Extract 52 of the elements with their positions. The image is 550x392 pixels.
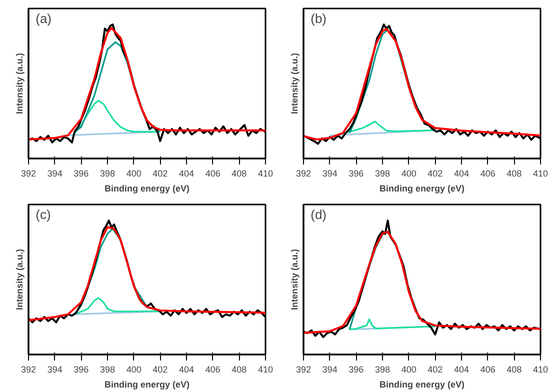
- x-tick-label: 398: [374, 364, 390, 374]
- x-tick-label: 396: [74, 168, 89, 178]
- x-tick-label: 400: [126, 168, 142, 178]
- x-tick-label: 392: [20, 364, 36, 374]
- x-tick-label: 394: [47, 168, 62, 178]
- y-axis-title: Intensity (a.u.): [14, 52, 24, 114]
- x-tick-label: 410: [532, 168, 548, 178]
- x-tick-label: 406: [480, 364, 496, 374]
- x-tick-label: 408: [232, 168, 247, 178]
- x-axis-title: Binding energy (eV): [104, 184, 190, 194]
- x-tick-label: 398: [100, 364, 116, 374]
- x-tick-label: 404: [178, 364, 194, 374]
- x-tick-label: 408: [506, 364, 522, 374]
- y-axis-title: Intensity (a.u.): [14, 248, 24, 310]
- x-tick-label: 406: [205, 364, 220, 374]
- x-tick-label: 396: [348, 168, 364, 178]
- y-axis-title: Intensity (a.u.): [290, 248, 300, 310]
- x-tick-label: 394: [47, 364, 62, 374]
- x-tick-label: 398: [100, 168, 116, 178]
- x-tick-label: 402: [428, 168, 443, 178]
- x-tick-label: 394: [322, 364, 338, 374]
- x-tick-label: 400: [401, 168, 416, 178]
- x-tick-label: 406: [205, 168, 220, 178]
- x-axis-title: Binding energy (eV): [379, 184, 465, 194]
- x-tick-label: 408: [232, 364, 247, 374]
- x-tick-label: 402: [428, 364, 443, 374]
- x-tick-label: 392: [296, 364, 312, 374]
- annotation: (b): [310, 11, 326, 26]
- x-tick-label: 410: [258, 364, 274, 374]
- y-axis-title: Intensity (a.u.): [290, 52, 300, 114]
- x-tick-label: 394: [322, 168, 338, 178]
- x-tick-label: 396: [74, 364, 89, 374]
- annotation: (d): [310, 207, 326, 222]
- x-tick-label: 410: [532, 364, 548, 374]
- x-tick-label: 404: [454, 364, 470, 374]
- x-tick-label: 408: [506, 168, 522, 178]
- x-tick-label: 404: [454, 168, 470, 178]
- x-tick-label: 402: [152, 168, 168, 178]
- x-tick-label: 398: [374, 168, 390, 178]
- annotation: (a): [36, 11, 52, 26]
- x-tick-label: 400: [126, 364, 142, 374]
- x-tick-label: 410: [258, 168, 274, 178]
- x-tick-label: 406: [480, 168, 496, 178]
- x-tick-label: 404: [178, 168, 194, 178]
- x-axis-title: Binding energy (eV): [379, 380, 465, 390]
- x-tick-label: 402: [152, 364, 168, 374]
- x-tick-label: 396: [348, 364, 364, 374]
- annotation: (c): [36, 207, 51, 222]
- x-tick-label: 400: [401, 364, 416, 374]
- x-axis-title: Binding energy (eV): [104, 380, 190, 390]
- x-tick-label: 392: [296, 168, 312, 178]
- x-tick-label: 392: [20, 168, 36, 178]
